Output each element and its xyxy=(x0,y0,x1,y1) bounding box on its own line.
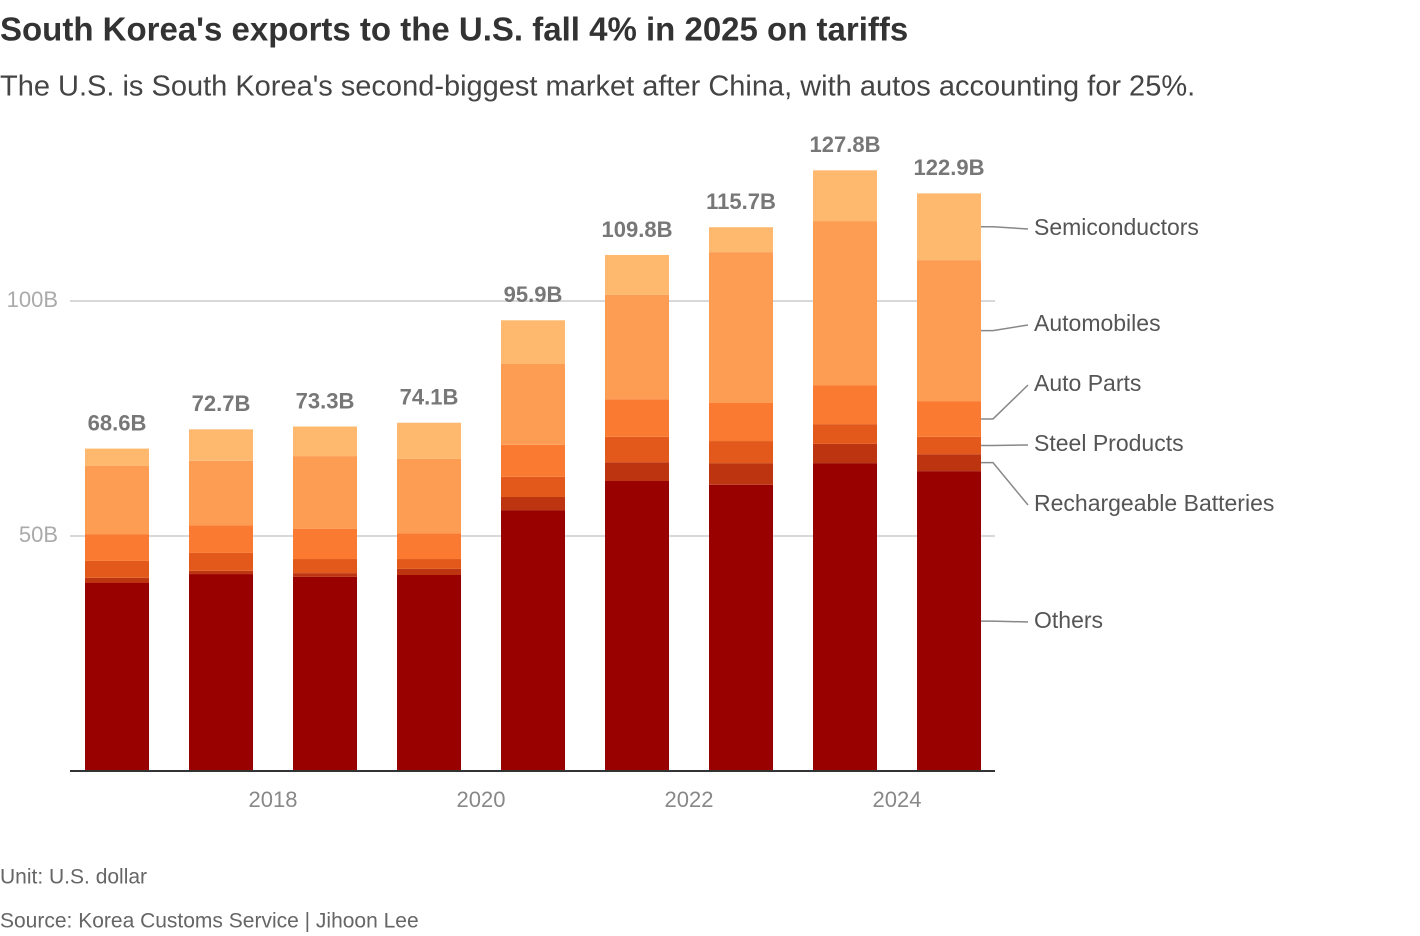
bar-segment xyxy=(85,583,149,771)
x-tick-label: 2020 xyxy=(457,787,506,812)
bar-segment xyxy=(293,559,357,574)
total-label: 73.3B xyxy=(296,388,355,413)
leader-line xyxy=(981,620,1029,623)
bar-segment xyxy=(605,436,669,463)
bar-segment xyxy=(397,533,461,560)
total-label: 115.7B xyxy=(706,189,776,214)
leader-line xyxy=(981,225,1029,230)
bar-segment xyxy=(85,534,149,561)
bar-segment xyxy=(917,436,981,455)
y-tick-label: 100B xyxy=(7,287,58,312)
bar-segment xyxy=(605,481,669,771)
bar-segment xyxy=(709,484,773,771)
total-label: 68.6B xyxy=(88,410,147,435)
total-label: 127.8B xyxy=(810,132,881,157)
bar-segment xyxy=(189,552,253,571)
total-label: 109.8B xyxy=(602,217,673,242)
total-label: 122.9B xyxy=(914,155,985,180)
bar-segment xyxy=(293,576,357,771)
chart-subtitle: The U.S. is South Korea's second-biggest… xyxy=(0,71,1195,103)
bar-segment xyxy=(189,460,253,526)
bar-segment xyxy=(293,573,357,577)
bar-segment xyxy=(605,254,669,295)
bar-segment xyxy=(189,429,253,461)
bar-segment xyxy=(605,294,669,400)
x-tick-label: 2024 xyxy=(873,787,922,812)
bar-segment xyxy=(709,463,773,485)
bar-segment xyxy=(189,525,253,553)
bar-segment xyxy=(917,260,981,402)
bar-segment xyxy=(293,456,357,529)
bar-segment xyxy=(917,454,981,472)
bar-segment xyxy=(605,462,669,482)
bar-segment xyxy=(709,252,773,403)
legend-label: Steel Products xyxy=(1034,430,1184,456)
y-tick-label: 50B xyxy=(19,522,58,547)
bar-segment xyxy=(813,221,877,386)
legend-label: Auto Parts xyxy=(1034,370,1141,396)
bar-segment xyxy=(917,401,981,437)
bar-segment xyxy=(397,422,461,459)
bar-segment xyxy=(501,320,565,364)
legend-label: Semiconductors xyxy=(1034,214,1199,240)
bar-segment xyxy=(501,363,565,445)
bar-segment xyxy=(813,424,877,444)
total-label: 74.1B xyxy=(400,385,459,410)
legend-label: Automobiles xyxy=(1034,310,1161,336)
source: Source: Korea Customs Service | Jihoon L… xyxy=(0,910,419,933)
x-tick-label: 2022 xyxy=(665,787,714,812)
bar-segment xyxy=(189,574,253,771)
bar-segment xyxy=(813,170,877,222)
leader-line xyxy=(981,324,1029,332)
total-label: 95.9B xyxy=(504,282,563,307)
note: Unit: U.S. dollar xyxy=(0,866,147,889)
bar-segment xyxy=(293,426,357,457)
bar-segment xyxy=(501,496,565,511)
bar-segment xyxy=(813,443,877,464)
legend-label: Rechargeable Batteries xyxy=(1034,490,1274,516)
legend-label: Others xyxy=(1034,607,1103,633)
bar-segment xyxy=(709,227,773,253)
bar-segment xyxy=(501,444,565,477)
chart-title: South Korea's exports to the U.S. fall 4… xyxy=(0,11,908,48)
bar-segment xyxy=(709,402,773,442)
bar-segment xyxy=(85,448,149,466)
bar-segment xyxy=(501,510,565,771)
bar-segment xyxy=(709,441,773,464)
bar-segment xyxy=(917,193,981,261)
total-label: 72.7B xyxy=(192,391,251,416)
bar-segment xyxy=(397,559,461,569)
leader-line xyxy=(981,461,1029,506)
bar-segment xyxy=(605,399,669,437)
bar-segment xyxy=(397,458,461,534)
bar-segment xyxy=(85,465,149,535)
leader-line xyxy=(981,384,1029,420)
bar-segment xyxy=(501,476,565,497)
bar-segment xyxy=(293,528,357,560)
bar-segment xyxy=(917,471,981,771)
bar-segment xyxy=(85,560,149,578)
bar-segment xyxy=(85,577,149,583)
x-tick-label: 2018 xyxy=(249,787,298,812)
bar-segment xyxy=(189,570,253,575)
bar-segment xyxy=(397,575,461,771)
bar-segment xyxy=(813,385,877,425)
bar-segment xyxy=(397,568,461,576)
bar-segment xyxy=(813,463,877,771)
leader-line xyxy=(981,444,1029,447)
